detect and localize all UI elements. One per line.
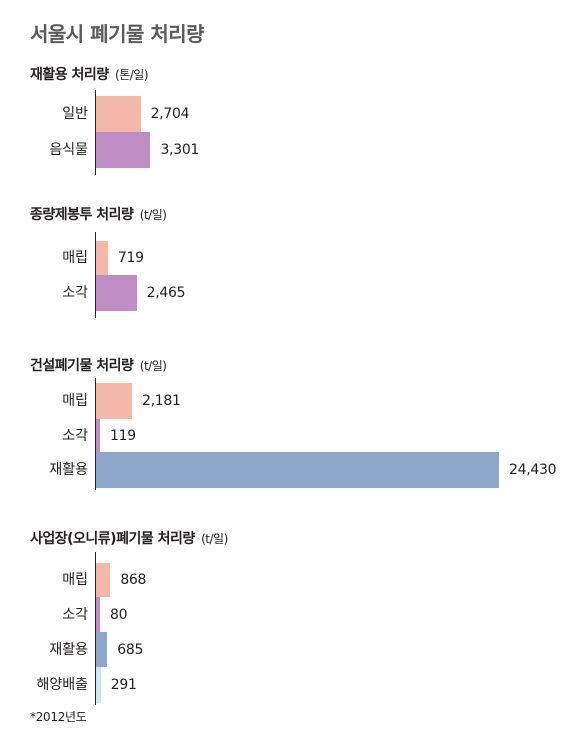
section-title: 재활용 처리량 (톤/일) (30, 64, 149, 84)
category-label: 소각 (62, 427, 88, 444)
y-axis-line (95, 378, 96, 490)
bar (96, 632, 108, 667)
data-label: 2,181 (141, 393, 181, 409)
data-label: 291 (110, 677, 137, 693)
category-label: 매립 (62, 572, 88, 588)
bar (96, 275, 137, 311)
category-label: 소각 (62, 606, 88, 623)
data-label: 119 (110, 427, 136, 444)
y-axis-line (95, 232, 96, 318)
bar (96, 419, 100, 452)
bar (96, 667, 101, 703)
category-label: 재활용 (49, 462, 88, 478)
bar (96, 241, 108, 275)
data-label: 80 (110, 606, 128, 623)
data-label: 3,301 (160, 142, 200, 158)
data-label: 685 (117, 641, 144, 658)
data-label: 2,704 (150, 106, 190, 122)
section-unit: (t/일) (139, 208, 167, 222)
y-axis-line (95, 552, 96, 705)
category-label: 매립 (62, 393, 88, 409)
bar (96, 452, 499, 488)
section-unit: (t/일) (201, 532, 228, 546)
y-axis-line (95, 90, 96, 175)
category-label: 음식물 (49, 142, 88, 158)
section-title-text: 재활용 처리량 (30, 67, 109, 83)
data-label: 868 (120, 572, 147, 588)
section-title: 종량제봉투 처리량 (t/일) (30, 204, 167, 224)
category-label: 소각 (62, 285, 88, 301)
bar (96, 96, 141, 132)
category-label: 재활용 (49, 641, 88, 658)
category-label: 해양배출 (36, 677, 88, 693)
chart-title: 서울시 폐기물 처리량 (30, 22, 205, 46)
category-label: 일반 (62, 106, 88, 122)
data-label: 2,465 (146, 285, 186, 301)
footnote: *2012년도 (30, 710, 87, 724)
data-label: 24,430 (509, 462, 557, 478)
bar (96, 563, 111, 597)
section-title: 건설폐기물 처리량 (t/일) (30, 355, 167, 375)
bar (96, 383, 132, 419)
bar (96, 597, 100, 632)
section-unit: (톤/일) (115, 68, 149, 82)
section-title-text: 종량제봉투 처리량 (30, 207, 134, 223)
section-unit: (t/일) (139, 359, 167, 373)
section-title-text: 건설폐기물 처리량 (30, 358, 134, 374)
section-title: 사업장(오니류)폐기물 처리량 (t/일) (30, 528, 228, 548)
section-title-text: 사업장(오니류)폐기물 처리량 (30, 531, 195, 547)
data-label: 719 (117, 250, 144, 266)
bar (96, 132, 151, 168)
category-label: 매립 (62, 250, 88, 266)
